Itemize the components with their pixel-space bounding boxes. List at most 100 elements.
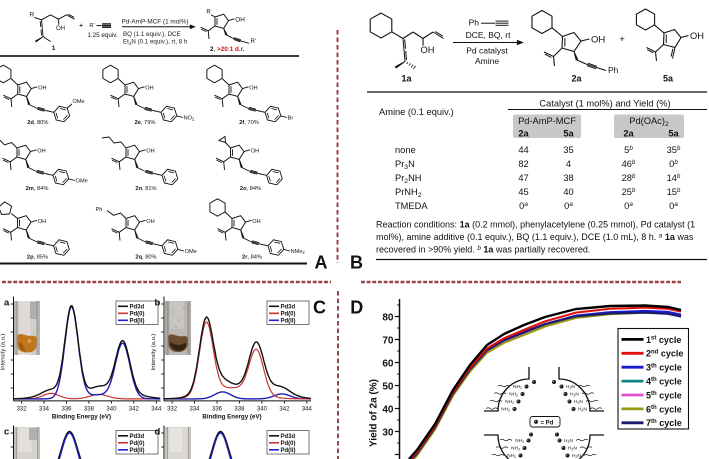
svg-text:Amine: Amine — [475, 56, 499, 66]
svg-text:OMe: OMe — [76, 178, 88, 184]
svg-text:25b: 25b — [622, 187, 636, 197]
svg-text:5a: 5a — [563, 129, 574, 139]
svg-text:2e, 79%: 2e, 79% — [135, 120, 156, 126]
svg-text:2r, 84%: 2r, 84% — [242, 255, 262, 261]
svg-text:70: 70 — [382, 336, 394, 347]
svg-text:1st cycle: 1st cycle — [646, 335, 681, 345]
svg-text:NO2: NO2 — [184, 115, 195, 121]
svg-text:332: 332 — [17, 407, 28, 413]
svg-text:Pd-AmP-MCF: Pd-AmP-MCF — [518, 116, 576, 126]
svg-text:A: A — [315, 253, 328, 273]
svg-text:1: 1 — [52, 45, 56, 52]
svg-text:4th cycle: 4th cycle — [646, 377, 682, 387]
svg-text:Et3N (0.1 equiv.), rt, 8 h: Et3N (0.1 equiv.), rt, 8 h — [123, 39, 188, 46]
svg-text:OH: OH — [421, 45, 435, 55]
svg-text:OH: OH — [249, 85, 257, 91]
svg-text:0b: 0b — [669, 159, 678, 169]
svg-text:H2N: H2N — [578, 407, 587, 413]
svg-text:R': R' — [89, 23, 94, 29]
svg-text:C: C — [313, 298, 326, 318]
svg-text:OH: OH — [235, 17, 245, 24]
svg-text:Pd(II): Pd(II) — [130, 448, 145, 454]
svg-text:Ph: Ph — [608, 65, 619, 75]
svg-text:H2N: H2N — [564, 438, 573, 444]
svg-text:Ph: Ph — [469, 18, 480, 28]
svg-text:mol%), amine additive (0.1 equ: mol%), amine additive (0.1 equiv.), BQ (… — [376, 232, 694, 242]
svg-text:Catalyst (1 mol%) and Yield (%: Catalyst (1 mol%) and Yield (%) — [539, 99, 670, 109]
svg-text:Intensity (a.u.): Intensity (a.u.) — [1, 334, 7, 371]
svg-text:30: 30 — [382, 428, 394, 439]
svg-text:35: 35 — [563, 145, 573, 155]
svg-text:60: 60 — [382, 359, 394, 370]
svg-text:2d, 80%: 2d, 80% — [27, 120, 48, 126]
svg-text:Pd3d: Pd3d — [281, 305, 296, 311]
svg-text:47: 47 — [518, 173, 528, 183]
svg-text:340: 340 — [257, 407, 268, 413]
svg-text:OH: OH — [146, 219, 154, 225]
svg-text:Binding Energy (eV): Binding Energy (eV) — [52, 414, 111, 421]
svg-text:OH: OH — [690, 31, 704, 41]
svg-text:0a: 0a — [519, 201, 528, 211]
svg-text:OH: OH — [146, 148, 154, 154]
svg-text:0a: 0a — [624, 201, 633, 211]
svg-text:a: a — [4, 298, 10, 309]
svg-text:4: 4 — [566, 159, 571, 169]
svg-text:50: 50 — [382, 382, 394, 393]
svg-text:NH2: NH2 — [515, 438, 524, 444]
svg-text:H2N: H2N — [568, 446, 577, 452]
svg-text:Pd(0): Pd(0) — [130, 312, 145, 318]
svg-text:1a: 1a — [401, 74, 412, 84]
svg-text:d: d — [155, 427, 161, 438]
svg-text:NH2: NH2 — [501, 407, 510, 413]
svg-text:14b: 14b — [667, 173, 681, 183]
svg-text:NH2: NH2 — [507, 453, 516, 459]
svg-text:Ph: Ph — [96, 207, 103, 213]
svg-text:Pd catalyst: Pd catalyst — [466, 46, 508, 56]
svg-text:82: 82 — [518, 159, 528, 169]
svg-text:Pd3d: Pd3d — [130, 434, 145, 440]
svg-text:35b: 35b — [667, 145, 681, 155]
svg-text:2p, 85%: 2p, 85% — [27, 255, 48, 261]
svg-text:H2N: H2N — [570, 392, 579, 398]
svg-text:D: D — [350, 298, 363, 318]
svg-text:44: 44 — [518, 145, 528, 155]
svg-text:Pd(II): Pd(II) — [281, 319, 296, 325]
svg-text:OH: OH — [591, 35, 605, 46]
svg-text:H2N: H2N — [574, 399, 583, 405]
svg-text:28b: 28b — [622, 173, 636, 183]
svg-text:334: 334 — [39, 407, 50, 413]
svg-text:344: 344 — [302, 407, 313, 413]
svg-text:0a: 0a — [564, 201, 573, 211]
svg-text:H2N: H2N — [566, 384, 575, 390]
svg-text:Pr3N: Pr3N — [395, 159, 415, 171]
svg-text:BQ (1.1 equiv.), DCE: BQ (1.1 equiv.), DCE — [123, 31, 181, 38]
svg-text:OMe: OMe — [73, 99, 85, 105]
svg-text:40: 40 — [563, 187, 573, 197]
svg-text:2n, 81%: 2n, 81% — [135, 186, 156, 192]
svg-text:5a: 5a — [668, 129, 679, 139]
svg-text:2a: 2a — [518, 129, 529, 139]
svg-text:Pr2NH: Pr2NH — [395, 173, 422, 185]
svg-text:+: + — [619, 34, 625, 45]
svg-text:Pd(0): Pd(0) — [281, 312, 296, 318]
svg-text:R': R' — [251, 39, 256, 45]
svg-text:342: 342 — [279, 407, 290, 413]
svg-text:OH: OH — [56, 26, 65, 32]
svg-text:342: 342 — [129, 407, 140, 413]
svg-text:B: B — [350, 253, 363, 273]
svg-text:1.25 equiv.: 1.25 equiv. — [87, 32, 118, 39]
svg-text:334: 334 — [189, 407, 200, 413]
svg-text:Reaction conditions: 1a (0.2 m: Reaction conditions: 1a (0.2 mmol), phen… — [376, 220, 695, 230]
svg-text:none: none — [395, 145, 416, 155]
svg-text:40: 40 — [382, 405, 394, 416]
svg-text:7th cycle: 7th cycle — [646, 418, 682, 428]
svg-text:80: 80 — [382, 313, 394, 324]
svg-text:2a: 2a — [571, 74, 582, 84]
svg-text:Pd(0): Pd(0) — [281, 441, 296, 447]
svg-text:2f, 70%: 2f, 70% — [239, 120, 259, 126]
svg-text:6th cycle: 6th cycle — [646, 404, 682, 414]
svg-text:45: 45 — [518, 187, 528, 197]
svg-text:46b: 46b — [622, 159, 636, 169]
svg-text:OH: OH — [37, 148, 45, 154]
svg-text:Pd(II): Pd(II) — [130, 319, 145, 325]
